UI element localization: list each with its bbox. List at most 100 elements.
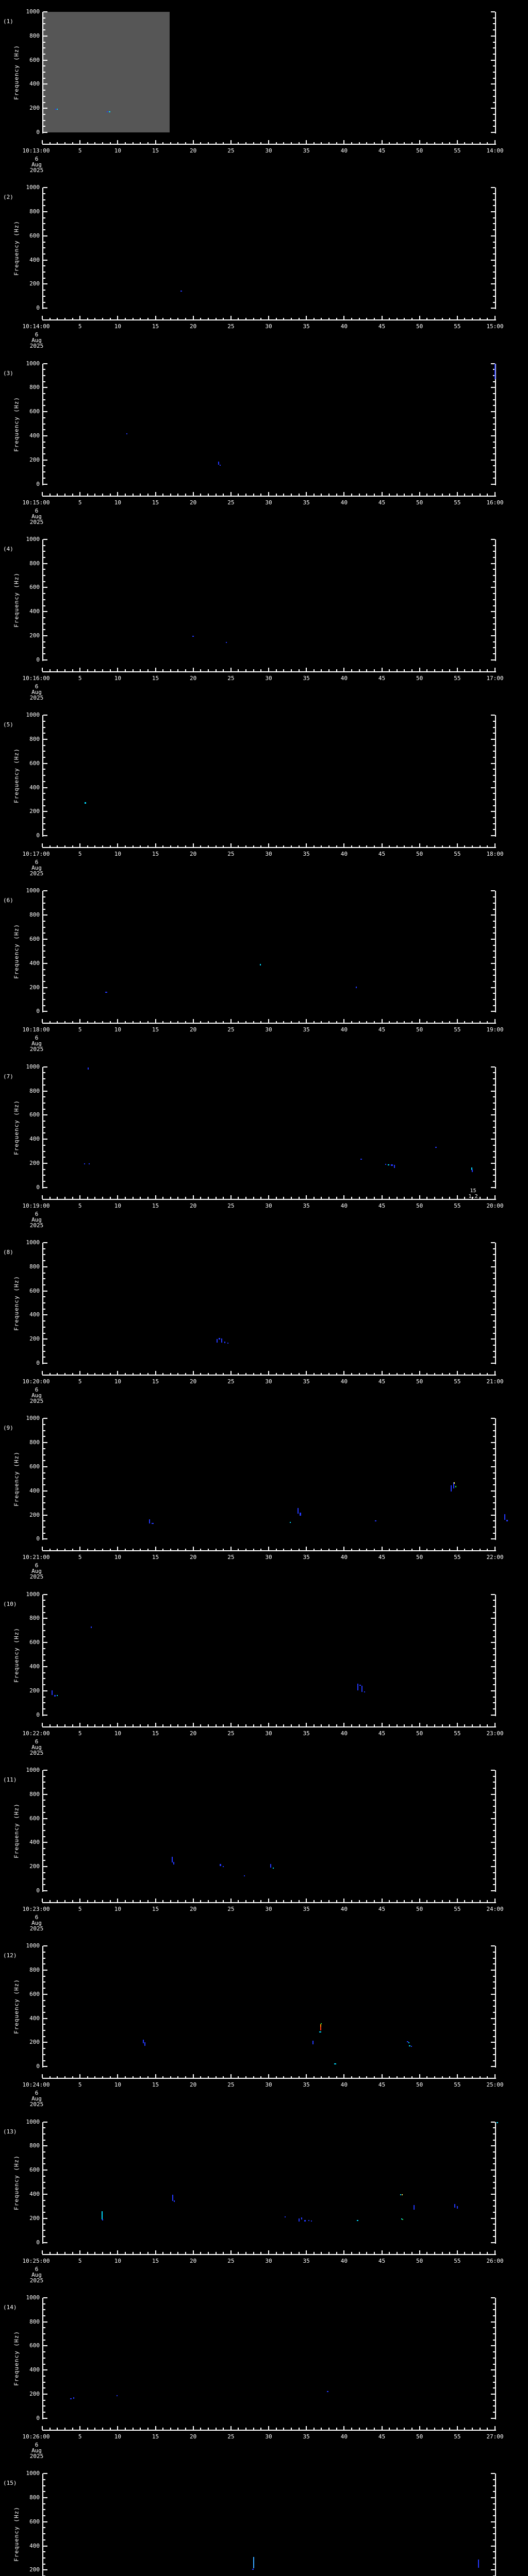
y-axis-tick [43, 1848, 45, 1850]
x-axis-tick [260, 1372, 262, 1375]
x-axis-tick [434, 2428, 435, 2430]
y-axis-tick [493, 2224, 495, 2225]
x-axis-tick [72, 1548, 73, 1551]
y-tick-label: 400 [29, 432, 40, 439]
x-axis-tick [72, 142, 73, 144]
x-axis-tick [260, 317, 262, 320]
x-start-time-label: 10:26:00 [22, 2433, 50, 2440]
x-axis-tick [358, 1900, 360, 1902]
y-axis-tick [43, 2412, 45, 2413]
x-axis-tick [177, 1372, 179, 1375]
x-axis-tick [275, 2252, 277, 2254]
x-tick-label: 50 [416, 147, 423, 154]
y-axis-tick [493, 569, 495, 570]
x-axis-tick [64, 317, 65, 320]
y-axis-tick [43, 829, 45, 831]
x-axis-tick [185, 1197, 187, 1199]
y-tick-label: 0 [36, 1008, 40, 1015]
y-axis-tick [493, 1175, 495, 1176]
x-axis-tick [290, 1900, 292, 1902]
event-mark [172, 2195, 174, 2201]
x-tick-label: 20 [190, 851, 197, 858]
x-axis-tick [336, 1548, 337, 1551]
y-axis-tick [493, 793, 495, 794]
event-mark [224, 1341, 226, 1343]
x-start-time-label: 10:15:00 [22, 499, 50, 506]
y-axis-tick [43, 2509, 45, 2511]
x-axis-tick [290, 317, 292, 320]
x-axis-tick [381, 2250, 383, 2254]
y-axis-tick [43, 1436, 45, 1437]
x-axis-tick [358, 1197, 360, 1199]
x-axis-tick [404, 1724, 405, 1726]
x-axis-tick [298, 1372, 300, 1375]
y-axis-tick [43, 811, 47, 812]
x-axis-tick [479, 1197, 481, 1199]
x-axis-tick [472, 845, 473, 848]
x-axis-tick [155, 2074, 156, 2078]
x-axis-tick [109, 845, 111, 848]
x-axis-tick [102, 1724, 104, 1726]
x-axis-tick [155, 843, 156, 848]
x-tick-label: 15 [152, 674, 159, 682]
y-axis-tick [43, 247, 45, 249]
x-axis-tick [238, 1548, 239, 1551]
x-axis-tick [494, 843, 496, 848]
event-mark [252, 2568, 254, 2570]
x-axis-tick [358, 142, 360, 144]
x-end-time-label: 16:00 [486, 499, 504, 506]
y-axis-tick [493, 2412, 495, 2413]
y-axis-line-left [42, 363, 43, 485]
x-axis-tick [230, 2250, 232, 2254]
y-axis-tick [43, 1684, 45, 1686]
x-axis-date-label: Aug [31, 161, 42, 168]
x-start-time-label: 10:24:00 [22, 2081, 50, 2089]
event-mark [402, 2218, 404, 2220]
y-tick-label: 1000 [26, 184, 40, 191]
x-axis-tick [358, 2252, 360, 2254]
x-axis-tick [487, 669, 488, 671]
x-axis-tick [298, 1197, 300, 1199]
y-axis-tick [493, 933, 495, 934]
y-axis-tick [43, 1666, 47, 1668]
x-axis-tick [494, 2074, 496, 2078]
y-axis-tick [43, 1242, 47, 1244]
y-axis-tick [493, 944, 495, 946]
y-axis-tick [493, 1478, 495, 1480]
event-mark [494, 363, 496, 379]
event-mark [406, 2041, 408, 2043]
x-axis-tick [290, 2428, 292, 2430]
x-axis-tick [426, 2076, 428, 2078]
x-axis-date-label: 2025 [29, 694, 44, 701]
y-axis-tick [493, 2333, 495, 2334]
x-axis-tick [456, 2426, 458, 2430]
event-mark [173, 1861, 174, 1865]
x-axis-line [42, 495, 496, 497]
x-axis-tick [290, 1724, 292, 1726]
y-axis-tick [43, 2533, 45, 2535]
y-axis-tick [491, 2345, 495, 2347]
x-axis-tick [373, 669, 375, 671]
x-axis-tick [456, 2250, 458, 2254]
y-axis-tick [493, 775, 495, 776]
x-axis-tick [313, 2428, 315, 2430]
event-mark [143, 2039, 144, 2043]
y-axis-tick [493, 733, 495, 734]
y-tick-label: 800 [29, 1790, 40, 1798]
x-axis-tick [170, 2252, 171, 2254]
y-axis-tick [491, 459, 495, 461]
x-axis-tick [336, 1021, 337, 1023]
y-axis-tick [43, 1084, 45, 1086]
x-axis-tick [87, 1724, 88, 1726]
y-axis-tick [43, 2563, 45, 2565]
event-mark [312, 2040, 314, 2044]
y-axis-tick [43, 1782, 45, 1783]
y-axis-tick [493, 2006, 495, 2007]
event-mark [357, 2220, 359, 2222]
y-axis-tick [43, 1272, 45, 1274]
x-tick-label: 5 [78, 147, 82, 154]
y-axis-tick [491, 1666, 495, 1668]
spectrogram-panel: (5) Frequency (Hz) 0 200 400 600 800 1000 10:17:… [0, 703, 528, 879]
x-axis-tick [147, 1724, 148, 1726]
x-tick-label: 20 [190, 1202, 197, 1209]
